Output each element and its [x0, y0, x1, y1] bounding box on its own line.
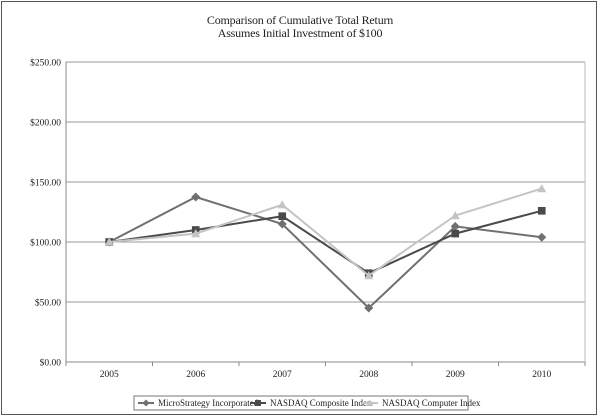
data-point [191, 229, 201, 238]
axes: $0.00 $50.00 $100.00 $150.00 $200.00 $250.00 2… [30, 58, 586, 380]
x-tick-label: 2006 [186, 370, 205, 380]
chart-title: Comparison of Cumulative Total Return [206, 13, 394, 27]
y-tick-label: $100.00 [30, 238, 61, 249]
series-lines [104, 184, 547, 313]
x-tick-label: 2010 [532, 370, 551, 380]
x-tick-label: 2008 [359, 370, 378, 380]
legend-marker [366, 399, 374, 406]
data-point [191, 192, 201, 202]
y-tick-label: $250.00 [30, 58, 61, 69]
series-line [109, 187, 543, 277]
legend-label: NASDAQ Computer Index [382, 398, 481, 408]
gridlines [66, 61, 585, 303]
data-point [451, 229, 460, 238]
data-point [277, 200, 287, 209]
y-tick-label: $0.00 [40, 358, 62, 369]
data-point [364, 303, 374, 313]
data-point [450, 221, 460, 231]
data-point [104, 237, 114, 246]
data-point [537, 206, 546, 215]
chart-subtitle: Assumes Initial Investment of $100 [217, 26, 383, 40]
data-point [450, 211, 460, 220]
x-tick-label: 2005 [100, 370, 119, 380]
y-tick-label: $200.00 [30, 118, 61, 129]
data-point [364, 271, 374, 280]
data-point [277, 219, 287, 229]
legend: MicroStrategy Incorporated NASDAQ Composi… [133, 395, 481, 411]
series-1 [104, 192, 547, 313]
series-line [109, 209, 543, 275]
y-tick-label: $150.00 [30, 178, 61, 189]
legend-marker [142, 399, 150, 407]
x-tick-label: 2007 [273, 370, 292, 380]
data-point [537, 232, 547, 242]
data-point [278, 212, 287, 221]
x-tick-label: 2009 [446, 370, 465, 380]
series-3 [104, 184, 547, 280]
legend-marker [255, 400, 261, 406]
legend-label: NASDAQ Composite Index [270, 398, 372, 408]
data-point [537, 184, 547, 193]
legend-label: MicroStrategy Incorporated [158, 398, 259, 408]
series-line [108, 195, 542, 310]
y-tick-label: $50.00 [35, 298, 61, 309]
legend-box [133, 395, 469, 411]
